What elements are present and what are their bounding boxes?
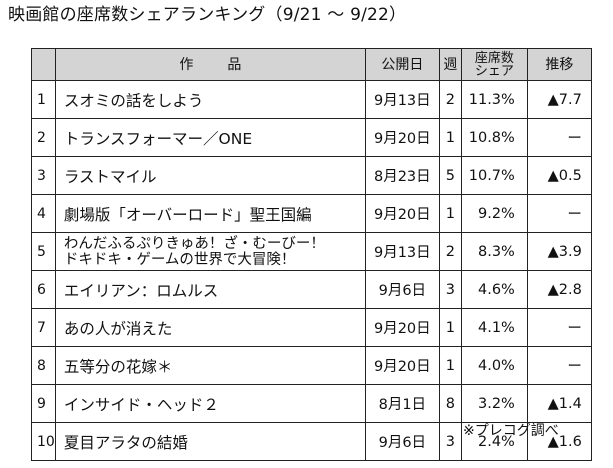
rank-cell: 1: [31, 80, 56, 119]
source-note: ※プレコグ調べ: [463, 423, 559, 439]
table-row: 2 トランスフォーマー／ONE 9月20日 1 10.8% ー: [31, 118, 592, 157]
page-title: 映画館の座席数シェアランキング（9/21 ～ 9/22）: [8, 5, 407, 25]
week-cell: 8: [438, 384, 462, 423]
week-cell: 5: [438, 156, 462, 195]
date-cell: 9月13日: [364, 232, 440, 271]
week-cell: 1: [438, 308, 462, 347]
rank-cell: 3: [31, 156, 56, 195]
trend-cell: ▲1.4: [526, 384, 592, 423]
header-share-line1: 座席数: [474, 50, 514, 66]
table-row: 7 あの人が消えた 9月20日 1 4.1% ー: [31, 308, 592, 347]
title-cell: わんだふるぷりきゅあ！ざ・むーびー！ ドキドキ・ゲームの世界で大冒険！: [54, 232, 366, 271]
title-cell: 夏目アラタの結婚: [54, 422, 366, 461]
trend-cell: ▲3.9: [526, 232, 592, 271]
date-cell: 8月1日: [364, 384, 440, 423]
date-cell: 9月20日: [364, 308, 440, 347]
trend-cell: ▲2.8: [526, 270, 592, 309]
share-cell: 10.7%: [460, 156, 528, 195]
title-cell: 五等分の花嫁＊: [54, 346, 366, 385]
share-cell: 4.0%: [460, 346, 528, 385]
share-cell: 10.8%: [460, 118, 528, 157]
week-cell: 2: [438, 232, 462, 271]
rank-cell: 8: [31, 346, 56, 385]
title-cell: あの人が消えた: [54, 308, 366, 347]
week-cell: 1: [438, 118, 462, 157]
table-row: 4 劇場版「オーバーロード」聖王国編 9月20日 1 9.2% ー: [31, 194, 592, 233]
date-cell: 9月6日: [364, 422, 440, 461]
rank-cell: 6: [31, 270, 56, 309]
title-line2: ドキドキ・ゲームの世界で大冒険！: [63, 251, 296, 268]
trend-cell: ▲1.6: [526, 422, 592, 461]
table-row: 9 インサイド・ヘッド２ 8月1日 8 3.2% ▲1.4: [31, 384, 592, 423]
table-row: 6 エイリアン：ロムルス 9月6日 3 4.6% ▲2.8: [31, 270, 592, 309]
date-cell: 9月20日: [364, 194, 440, 233]
table-row: 5 わんだふるぷりきゅあ！ざ・むーびー！ ドキドキ・ゲームの世界で大冒険！ 9月…: [31, 232, 592, 271]
header-rank: [31, 48, 56, 81]
title-cell: トランスフォーマー／ONE: [54, 118, 366, 157]
table-row: 8 五等分の花嫁＊ 9月20日 1 4.0% ー: [31, 346, 592, 385]
week-cell: 1: [438, 194, 462, 233]
header-share-line2: シェア: [474, 63, 514, 79]
title-cell: スオミの話をしよう: [54, 80, 366, 119]
share-cell: 3.2%: [460, 384, 528, 423]
date-cell: 9月20日: [364, 118, 440, 157]
title-cell: 劇場版「オーバーロード」聖王国編: [54, 194, 366, 233]
rank-cell: 5: [31, 232, 56, 271]
week-cell: 3: [438, 422, 462, 461]
trend-cell: ー: [526, 346, 592, 385]
table-row: 1 スオミの話をしよう 9月13日 2 11.3% ▲7.7: [31, 80, 592, 119]
rank-cell: 9: [31, 384, 56, 423]
share-cell: 8.3%: [460, 232, 528, 271]
title-cell: ラストマイル: [54, 156, 366, 195]
share-cell: 11.3%: [460, 80, 528, 119]
header-title: 作品: [54, 48, 366, 81]
title-cell: インサイド・ヘッド２: [54, 384, 366, 423]
share-cell: 4.6%: [460, 270, 528, 309]
share-cell: 9.2%: [460, 194, 528, 233]
table-row: 3 ラストマイル 8月23日 5 10.7% ▲0.5: [31, 156, 592, 195]
trend-cell: ー: [526, 194, 592, 233]
week-cell: 2: [438, 80, 462, 119]
rank-cell: 4: [31, 194, 56, 233]
title-cell: エイリアン：ロムルス: [54, 270, 366, 309]
date-cell: 8月23日: [364, 156, 440, 195]
date-cell: 9月13日: [364, 80, 440, 119]
trend-cell: ▲0.5: [526, 156, 592, 195]
header-row: 作品 公開日 週 座席数 シェア 推移: [31, 48, 592, 81]
header-share: 座席数 シェア: [460, 48, 528, 81]
header-date: 公開日: [364, 48, 440, 81]
share-cell: 2.4%: [460, 422, 528, 461]
week-cell: 1: [438, 346, 462, 385]
rank-cell: 10: [31, 422, 56, 461]
table-row: 10 夏目アラタの結婚 9月6日 3 2.4% ▲1.6: [31, 422, 592, 461]
share-cell: 4.1%: [460, 308, 528, 347]
title-line1: わんだふるぷりきゅあ！ざ・むーびー！: [63, 235, 325, 252]
trend-cell: ▲7.7: [526, 80, 592, 119]
rank-cell: 7: [31, 308, 56, 347]
ranking-table: 作品 公開日 週 座席数 シェア 推移 1 スオミの話をしよう 9月13日 2 …: [31, 48, 592, 461]
rank-cell: 2: [31, 118, 56, 157]
trend-cell: ー: [526, 118, 592, 157]
header-week: 週: [438, 48, 462, 81]
trend-cell: ー: [526, 308, 592, 347]
date-cell: 9月20日: [364, 346, 440, 385]
date-cell: 9月6日: [364, 270, 440, 309]
header-trend: 推移: [526, 48, 592, 81]
week-cell: 3: [438, 270, 462, 309]
